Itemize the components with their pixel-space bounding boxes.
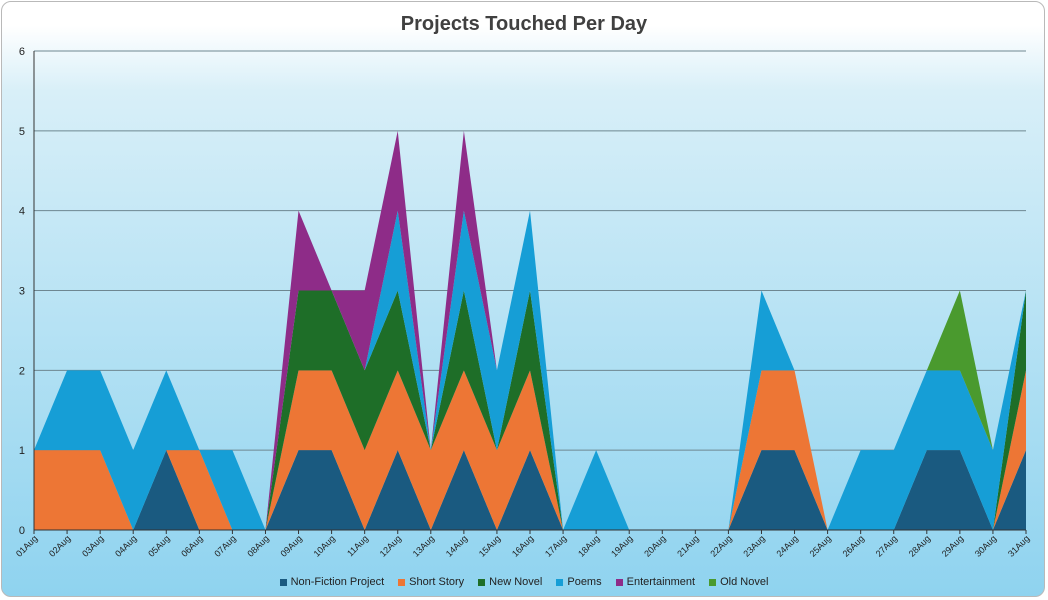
x-tick-label: 11Aug bbox=[345, 533, 370, 558]
x-tick-label: 29Aug bbox=[940, 533, 965, 558]
legend-swatch bbox=[398, 578, 406, 586]
area-series-3 bbox=[34, 210, 1026, 531]
x-tick-label: 05Aug bbox=[146, 533, 171, 558]
x-tick-label: 16Aug bbox=[510, 533, 535, 558]
x-tick-label: 13Aug bbox=[411, 533, 436, 558]
x-tick-label: 03Aug bbox=[80, 533, 105, 558]
legend-item: Short Story bbox=[398, 576, 464, 588]
legend-label: Old Novel bbox=[720, 576, 769, 588]
x-tick-label: 01Aug bbox=[14, 533, 39, 558]
x-tick-label: 30Aug bbox=[973, 533, 998, 558]
legend-label: Non-Fiction Project bbox=[290, 576, 385, 588]
legend-item: Poems bbox=[556, 576, 602, 588]
legend-item: New Novel bbox=[478, 576, 542, 588]
area-series-0 bbox=[34, 450, 1026, 530]
legend-swatch bbox=[709, 578, 717, 586]
x-tick-label: 07Aug bbox=[212, 533, 237, 558]
legend-label: Short Story bbox=[409, 576, 465, 588]
y-tick-label: 2 bbox=[19, 365, 25, 377]
x-tick-label: 31Aug bbox=[1006, 533, 1031, 558]
x-tick-label: 15Aug bbox=[477, 533, 502, 558]
y-tick-label: 1 bbox=[19, 445, 25, 457]
x-tick-label: 04Aug bbox=[113, 533, 138, 558]
x-tick-label: 22Aug bbox=[708, 533, 733, 558]
y-tick-label: 0 bbox=[19, 525, 25, 537]
legend-swatch bbox=[279, 578, 287, 586]
chart-title: Projects Touched Per Day bbox=[400, 13, 648, 35]
x-tick-label: 09Aug bbox=[278, 533, 303, 558]
legend-label: Entertainment bbox=[626, 576, 696, 588]
chart-legend: Non-Fiction Project Short Story New Novel P… bbox=[2, 576, 1044, 588]
y-tick-label: 5 bbox=[19, 126, 25, 138]
area-series-1 bbox=[34, 370, 1026, 530]
y-tick-label: 6 bbox=[19, 46, 25, 58]
legend-item: Entertainment bbox=[615, 576, 696, 588]
legend-item: Old Novel bbox=[709, 576, 768, 588]
area-series-2 bbox=[34, 290, 1026, 530]
x-tick-label: 12Aug bbox=[378, 533, 403, 558]
x-tick-label: 06Aug bbox=[179, 533, 204, 558]
legend-label: New Novel bbox=[489, 576, 543, 588]
x-tick-label: 23Aug bbox=[741, 533, 766, 558]
legend-swatch bbox=[556, 578, 564, 586]
x-tick-label: 14Aug bbox=[444, 533, 469, 558]
x-tick-label: 19Aug bbox=[609, 533, 634, 558]
x-tick-label: 18Aug bbox=[576, 533, 601, 558]
legend-swatch bbox=[478, 578, 486, 586]
x-tick-label: 17Aug bbox=[543, 533, 568, 558]
x-tick-label: 25Aug bbox=[808, 533, 833, 558]
x-tick-label: 20Aug bbox=[642, 533, 667, 558]
x-tick-label: 02Aug bbox=[47, 533, 72, 558]
x-tick-label: 26Aug bbox=[841, 533, 866, 558]
y-tick-label: 3 bbox=[19, 286, 25, 298]
legend-swatch bbox=[615, 578, 623, 586]
x-tick-label: 24Aug bbox=[774, 533, 799, 558]
legend-label: Poems bbox=[567, 576, 602, 588]
legend-item: Non-Fiction Project bbox=[279, 576, 385, 588]
x-tick-label: 08Aug bbox=[245, 533, 270, 558]
x-tick-label: 10Aug bbox=[312, 533, 337, 558]
y-tick-label: 4 bbox=[19, 206, 25, 218]
x-tick-label: 28Aug bbox=[907, 533, 932, 558]
x-tick-label: 27Aug bbox=[874, 533, 899, 558]
x-tick-label: 21Aug bbox=[675, 533, 700, 558]
